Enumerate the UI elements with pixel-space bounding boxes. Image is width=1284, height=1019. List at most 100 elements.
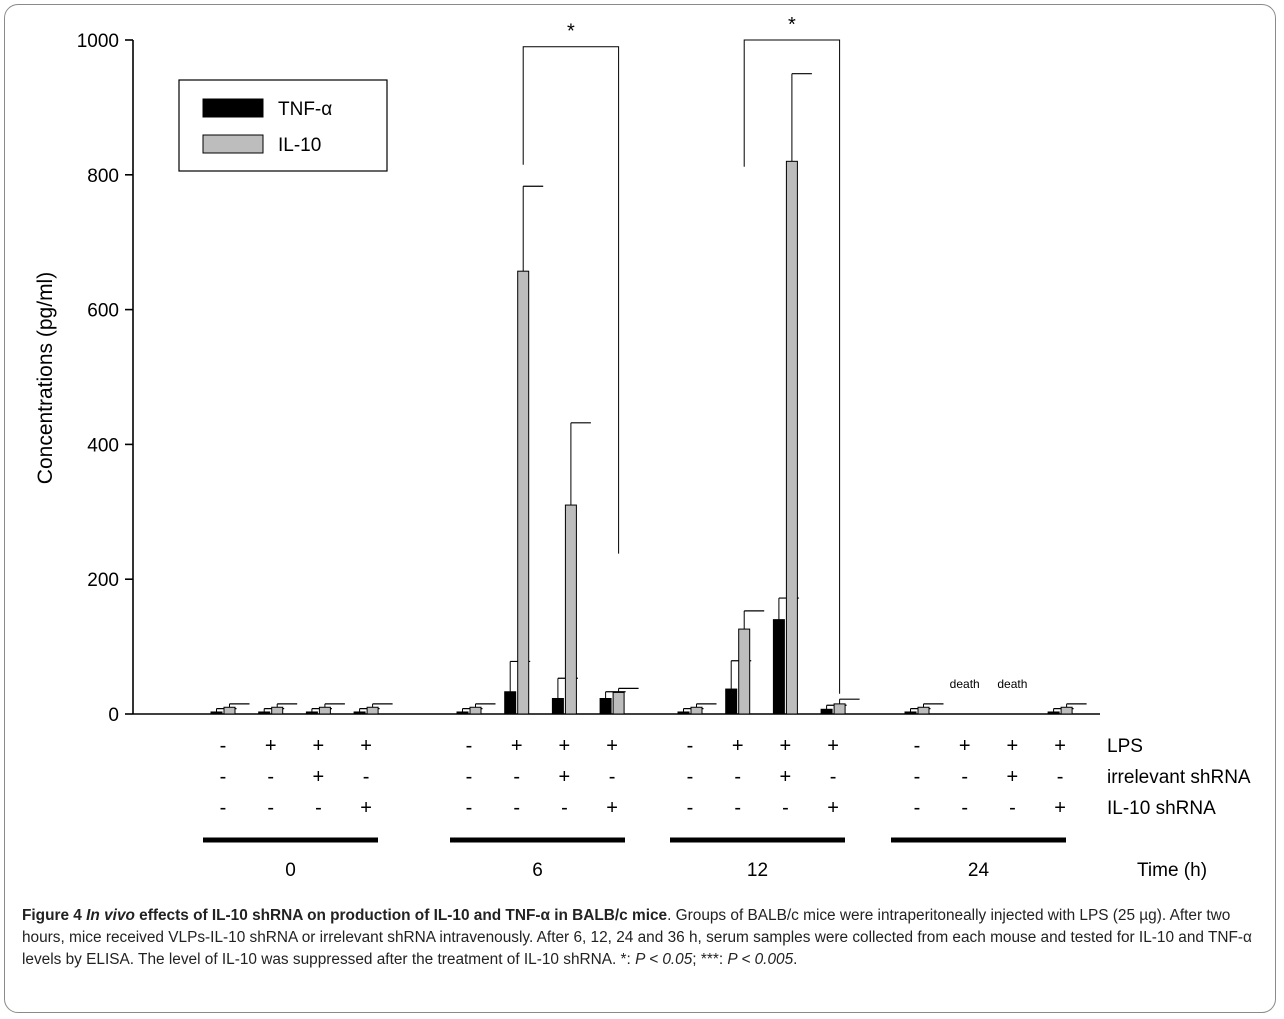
caption-end: . <box>793 951 798 968</box>
condition-symbol: + <box>511 735 523 757</box>
condition-symbol: + <box>959 735 971 757</box>
significance-star: * <box>567 21 575 43</box>
condition-symbol: - <box>914 766 921 788</box>
condition-symbol: - <box>687 735 694 757</box>
time-group-label: 6 <box>532 860 543 881</box>
condition-symbol: - <box>466 797 473 819</box>
significance-bracket <box>743 39 841 694</box>
legend-label: TNF-α <box>278 99 332 120</box>
condition-symbol: - <box>220 735 227 757</box>
condition-symbol: - <box>220 766 227 788</box>
condition-symbol: - <box>609 766 616 788</box>
condition-symbol: - <box>734 766 741 788</box>
condition-symbol: + <box>780 766 792 788</box>
condition-symbol: - <box>513 766 520 788</box>
bar-tnf-alpha <box>1047 711 1060 715</box>
bar-il-10 <box>612 691 625 715</box>
bar-tnf-alpha <box>353 711 366 715</box>
death-annotation: death <box>950 677 980 691</box>
condition-symbol: + <box>606 797 618 819</box>
condition-symbol: - <box>961 766 968 788</box>
condition-symbol: - <box>466 735 473 757</box>
legend-swatch-il-10 <box>202 134 264 154</box>
condition-symbol: + <box>732 735 744 757</box>
condition-symbol: - <box>315 797 322 819</box>
bar-il-10 <box>1060 706 1073 715</box>
y-axis-label: Concentrations (pg/ml) <box>34 272 57 484</box>
time-group-label: 24 <box>968 860 990 881</box>
caption-title: effects of IL-10 shRNA on production of … <box>134 907 668 924</box>
bar-il-10 <box>564 504 577 715</box>
y-tick-label: 200 <box>87 570 119 591</box>
significance-bracket <box>522 46 620 554</box>
condition-symbol: - <box>782 797 789 819</box>
caption-title-italic: In vivo <box>86 907 135 924</box>
condition-symbol: + <box>827 735 839 757</box>
condition-symbol: - <box>363 766 370 788</box>
bar-tnf-alpha <box>258 711 271 715</box>
condition-symbol: - <box>1057 766 1064 788</box>
caption-p1: P < 0.05 <box>635 951 693 968</box>
bar-il-10 <box>690 706 703 715</box>
condition-symbol: + <box>1054 797 1066 819</box>
condition-symbol: + <box>827 797 839 819</box>
bar-tnf-alpha <box>820 708 833 715</box>
caption-sep: ; ***: <box>692 951 728 968</box>
bar-chart: 0 200 400 600 800 1000 Concentrations (pg/ml) d… <box>34 14 1251 881</box>
bar-tnf-alpha <box>725 688 738 715</box>
bar-tnf-alpha <box>551 697 564 715</box>
condition-symbol: + <box>1007 735 1019 757</box>
condition-symbol: - <box>267 766 274 788</box>
caption-body: . Groups of BALB/c mice were intraperito… <box>22 907 1252 968</box>
condition-symbol: - <box>914 797 921 819</box>
caption-p2: P < 0.005 <box>727 951 794 968</box>
condition-symbol: - <box>1009 797 1016 819</box>
bar-il-10 <box>469 706 482 715</box>
condition-symbol: - <box>687 766 694 788</box>
bar-tnf-alpha <box>677 711 690 715</box>
y-tick-label: 600 <box>87 301 119 322</box>
bar-il-10 <box>318 706 331 715</box>
condition-symbol: + <box>313 735 325 757</box>
condition-symbol: - <box>734 797 741 819</box>
condition-symbol: + <box>1007 766 1019 788</box>
y-tick-label: 800 <box>87 166 119 187</box>
bar-il-10 <box>223 706 236 715</box>
condition-symbol: - <box>267 797 274 819</box>
bar-tnf-alpha <box>599 697 612 715</box>
bar-il-10 <box>517 270 530 715</box>
figure-frame <box>4 4 1276 1013</box>
bar-il-10 <box>738 628 751 715</box>
bar-il-10 <box>271 706 284 715</box>
bar-il-10 <box>366 706 379 715</box>
condition-symbol: - <box>561 797 568 819</box>
bar-tnf-alpha <box>772 619 785 715</box>
y-tick-label: 1000 <box>77 31 119 52</box>
condition-row-label: IL-10 shRNA <box>1107 798 1216 819</box>
time-group-label: 12 <box>747 860 768 881</box>
bar-tnf-alpha <box>210 711 223 715</box>
condition-symbol: - <box>687 797 694 819</box>
condition-symbol: - <box>914 735 921 757</box>
condition-symbol: - <box>513 797 520 819</box>
figure-caption: Figure 4 In vivo effects of IL-10 shRNA … <box>22 905 1267 971</box>
condition-symbol: + <box>265 735 277 757</box>
death-annotation: death <box>997 677 1027 691</box>
y-tick-label: 0 <box>108 705 119 726</box>
condition-symbol: + <box>313 766 325 788</box>
bar-tnf-alpha <box>504 691 517 715</box>
condition-row-label: irrelevant shRNA <box>1107 767 1251 788</box>
condition-symbol: + <box>360 735 372 757</box>
bar-il-10 <box>833 703 846 715</box>
condition-symbol: + <box>1054 735 1066 757</box>
condition-symbol: + <box>360 797 372 819</box>
condition-symbol: - <box>830 766 837 788</box>
condition-symbol: + <box>606 735 618 757</box>
y-tick-label: 400 <box>87 435 119 456</box>
bar-tnf-alpha <box>305 711 318 715</box>
condition-symbol: + <box>559 735 571 757</box>
condition-symbol: - <box>220 797 227 819</box>
condition-symbol: + <box>780 735 792 757</box>
condition-symbol: - <box>961 797 968 819</box>
condition-row-label: LPS <box>1107 736 1143 757</box>
